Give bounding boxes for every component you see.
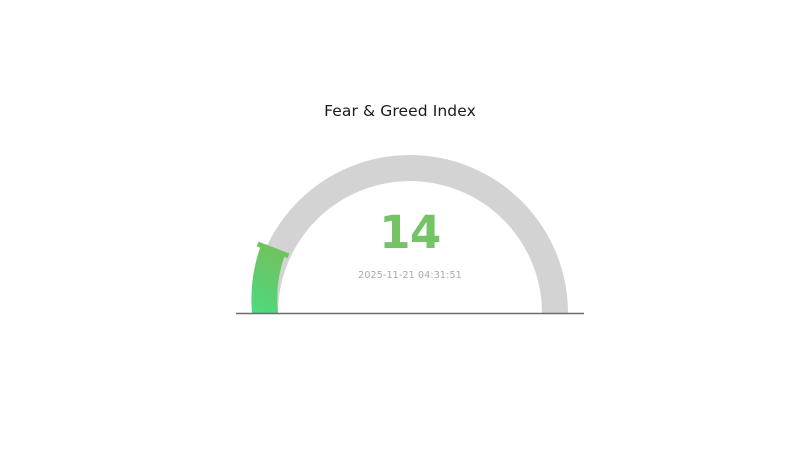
gauge-track-arc: [252, 155, 568, 313]
gauge-needle-tick: [256, 241, 290, 259]
page-title: Fear & Greed Index: [324, 102, 476, 120]
gauge-value-arc: [251, 245, 285, 313]
